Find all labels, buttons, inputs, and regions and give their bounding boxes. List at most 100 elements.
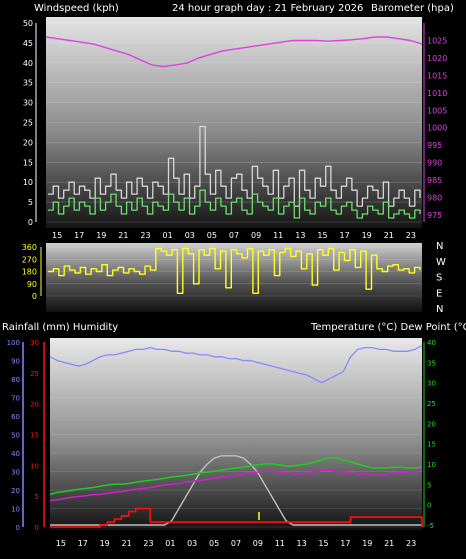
wind-tick-label: 50 bbox=[23, 19, 33, 28]
time-tick-label: 17 bbox=[78, 539, 88, 548]
humidity-line bbox=[49, 345, 423, 384]
barometer-tick-label: 985 bbox=[427, 176, 442, 185]
barometer-tick-label: 1005 bbox=[427, 106, 447, 115]
time-tick-label: 11 bbox=[273, 231, 283, 240]
temperature-tick-label: 5 bbox=[427, 481, 431, 489]
humidity-tick-label: 100 bbox=[7, 339, 20, 347]
time-tick-label: 19 bbox=[362, 539, 372, 548]
temperature-dewpoint-title: Temperature (°C) Dew Point (°C) bbox=[310, 322, 466, 333]
time-tick-label: 11 bbox=[275, 539, 285, 548]
time-tick-label: 21 bbox=[118, 231, 128, 240]
temperature-tick-label: 30 bbox=[427, 380, 436, 388]
time-tick-label: 17 bbox=[340, 231, 350, 240]
compass-label: W bbox=[436, 257, 446, 268]
time-tick-label: 17 bbox=[340, 539, 350, 548]
compass-label: N bbox=[436, 241, 443, 252]
rain-tick-label: 5 bbox=[35, 493, 39, 501]
wind-tick-label: 10 bbox=[23, 178, 33, 187]
time-tick-label: 21 bbox=[384, 231, 394, 240]
barometer-axis-title: Barometer (hpa) bbox=[371, 3, 454, 14]
temperature-tick-label: 0 bbox=[427, 502, 431, 510]
barometer-tick-label: 1025 bbox=[427, 36, 447, 45]
compass-label: N bbox=[436, 304, 443, 315]
direction-panel-background bbox=[46, 243, 422, 312]
wind-average-line bbox=[48, 189, 421, 219]
barometer-line bbox=[45, 36, 423, 68]
graph-date-title: 24 hour graph day : 21 February 2026 bbox=[172, 3, 363, 14]
humidity-tick-label: 50 bbox=[11, 432, 20, 440]
time-tick-label: 01 bbox=[165, 539, 175, 548]
humidity-tick-label: 0 bbox=[16, 524, 20, 532]
rain-tick-label: 25 bbox=[30, 370, 39, 378]
temperature-tick-label: 10 bbox=[427, 461, 436, 469]
time-tick-label: 13 bbox=[297, 539, 307, 548]
temperature-tick-label: 15 bbox=[427, 441, 436, 449]
rain-tick-label: 30 bbox=[30, 339, 39, 347]
temperature-tick-label: 25 bbox=[427, 400, 436, 408]
direction-tick-label: 180 bbox=[22, 268, 37, 277]
time-tick-label: 15 bbox=[56, 539, 66, 548]
barometer-tick-label: 980 bbox=[427, 194, 442, 203]
barometer-tick-label: 1020 bbox=[427, 54, 447, 63]
wind-gust-line bbox=[48, 125, 421, 207]
wind-tick-label: 15 bbox=[23, 158, 33, 167]
solar-line bbox=[50, 455, 422, 526]
time-tick-label: 15 bbox=[317, 231, 327, 240]
time-tick-label: 05 bbox=[207, 231, 217, 240]
time-tick-label: 09 bbox=[251, 231, 261, 240]
time-tick-label: 19 bbox=[362, 231, 372, 240]
wind-tick-label: 0 bbox=[28, 218, 33, 227]
time-tick-label: 17 bbox=[74, 231, 84, 240]
time-tick-label: 15 bbox=[318, 539, 328, 548]
temperature-line bbox=[49, 457, 423, 496]
time-tick-label: 09 bbox=[253, 539, 263, 548]
rainfall-humidity-title: Rainfall (mm) Humidity bbox=[2, 322, 118, 333]
temperature-tick-label: 35 bbox=[427, 359, 436, 367]
wind-tick-label: 35 bbox=[23, 79, 33, 88]
humidity-tick-label: 60 bbox=[11, 413, 20, 421]
rain-tick-label: 15 bbox=[30, 432, 39, 440]
humidity-tick-label: 40 bbox=[11, 450, 20, 458]
wind-tick-label: 30 bbox=[23, 99, 33, 108]
time-tick-label: 03 bbox=[187, 539, 197, 548]
barometer-tick-label: 975 bbox=[427, 211, 442, 220]
rain-tick-label: 0 bbox=[35, 524, 39, 532]
humidity-tick-label: 70 bbox=[11, 395, 20, 403]
time-tick-label: 01 bbox=[163, 231, 173, 240]
direction-tick-label: 90 bbox=[27, 280, 37, 289]
dewpoint-line bbox=[49, 469, 423, 502]
barometer-tick-label: 1015 bbox=[427, 71, 447, 80]
barometer-tick-label: 1000 bbox=[427, 124, 447, 133]
humidity-tick-label: 20 bbox=[11, 487, 20, 495]
time-tick-label: 19 bbox=[96, 231, 106, 240]
time-tick-label: 07 bbox=[229, 231, 239, 240]
time-tick-label: 19 bbox=[100, 539, 110, 548]
barometer-tick-label: 995 bbox=[427, 141, 442, 150]
rain-tick-label: 20 bbox=[30, 401, 39, 409]
compass-label: S bbox=[436, 273, 442, 284]
time-tick-label: 23 bbox=[143, 539, 153, 548]
time-tick-label: 05 bbox=[209, 539, 219, 548]
wind-panel-background bbox=[46, 17, 422, 228]
wind-tick-label: 40 bbox=[23, 59, 33, 68]
wind-tick-label: 45 bbox=[23, 39, 33, 48]
direction-tick-label: 360 bbox=[22, 243, 37, 252]
time-tick-label: 23 bbox=[140, 231, 150, 240]
rain-tick-label: 10 bbox=[30, 462, 39, 470]
time-tick-label: 21 bbox=[122, 539, 132, 548]
time-tick-label: 13 bbox=[295, 231, 305, 240]
time-tick-label: 15 bbox=[52, 231, 62, 240]
chart-layer: 0510152025303540455097598098599099510001… bbox=[7, 19, 448, 548]
humidity-tick-label: 10 bbox=[11, 506, 20, 514]
barometer-tick-label: 990 bbox=[427, 159, 442, 168]
temperature-tick-label: 20 bbox=[427, 420, 436, 428]
barometer-tick-label: 1010 bbox=[427, 89, 447, 98]
compass-label: E bbox=[436, 288, 442, 299]
temperature-panel-background bbox=[50, 338, 422, 530]
humidity-tick-label: 80 bbox=[11, 376, 20, 384]
direction-tick-label: 0 bbox=[32, 292, 37, 301]
rainfall-line bbox=[50, 507, 423, 528]
temperature-tick-label: 40 bbox=[427, 339, 436, 347]
wind-tick-label: 20 bbox=[23, 138, 33, 147]
time-tick-label: 23 bbox=[406, 539, 416, 548]
